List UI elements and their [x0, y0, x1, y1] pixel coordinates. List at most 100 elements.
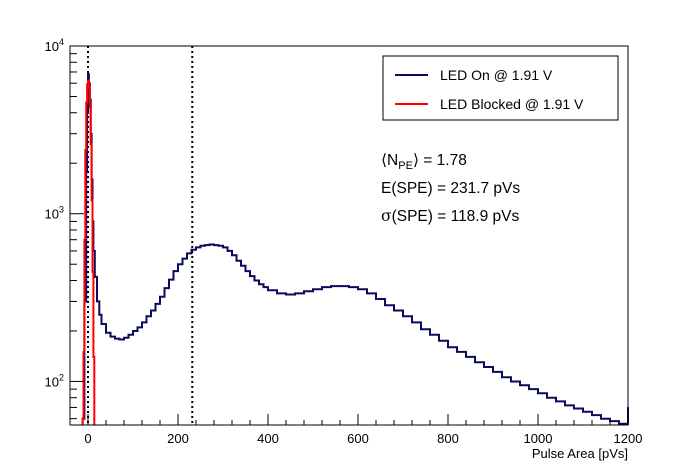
data-point-led-blocked [88, 86, 90, 88]
data-point-led-on [118, 338, 121, 341]
x-tick-label: 800 [437, 431, 459, 446]
data-point-led-on [199, 244, 202, 247]
data-point-led-on [510, 380, 512, 383]
data-point-led-blocked [91, 271, 94, 273]
data-point-led-blocked [81, 417, 84, 420]
sigma-symbol: σ [381, 207, 392, 225]
y-tick-label: 102 [45, 372, 64, 389]
data-point-led-on [312, 288, 314, 290]
data-point-led-on [420, 328, 422, 330]
data-point-led-on [123, 337, 125, 339]
data-point-led-on [330, 285, 332, 287]
data-point-led-on [348, 286, 350, 288]
data-point-led-blocked [89, 143, 92, 145]
data-point-led-on [208, 243, 211, 246]
data-point-led-on [109, 335, 112, 338]
data-point-led-on [618, 422, 620, 425]
data-point-led-on [519, 384, 521, 386]
series-line-led-on [81, 73, 629, 425]
x-tick-label: 200 [167, 431, 189, 446]
y-tick-label: 103 [45, 205, 64, 222]
data-point-led-on [240, 264, 242, 267]
data-point-led-on [357, 288, 359, 290]
data-point-led-on [411, 321, 413, 324]
data-point-led-blocked [89, 106, 91, 109]
data-point-led-on [501, 376, 503, 379]
sigma-annotation: σ(SPE) = 118.9 pVs [381, 207, 519, 225]
x-tick-label: 0 [84, 431, 91, 446]
data-point-led-on [537, 392, 539, 395]
data-point-led-blocked [87, 80, 89, 82]
data-point-led-on [249, 275, 251, 277]
x-tick-label: 600 [347, 431, 369, 446]
data-point-led-on [253, 279, 256, 282]
data-point-led-on [546, 396, 548, 399]
data-point-led-on [456, 351, 458, 353]
data-point-led-on [582, 410, 584, 413]
data-point-led-on [564, 404, 566, 407]
x-tick-label: 400 [257, 431, 279, 446]
data-point-led-on [136, 326, 139, 329]
legend-label-led-on: LED On @ 1.91 V [440, 67, 553, 83]
data-point-led-on [204, 244, 206, 246]
y-tick-label: 104 [45, 37, 64, 54]
data-point-led-on [339, 285, 341, 287]
series-group [81, 73, 629, 426]
data-point-led-on [555, 400, 557, 403]
data-point-led-on [222, 246, 224, 249]
data-point-led-on [114, 337, 116, 340]
data-point-led-on [154, 303, 157, 305]
npe-subscript: PE [398, 160, 413, 172]
data-point-led-on [262, 286, 265, 288]
data-point-led-on [429, 333, 431, 336]
data-point-led-on [438, 339, 440, 342]
plot-frame [69, 45, 629, 426]
data-point-led-on [100, 323, 103, 325]
data-point-led-on [474, 361, 476, 364]
data-point-led-on [87, 73, 89, 75]
data-point-led-on [235, 259, 238, 262]
data-point-led-blocked [86, 83, 88, 86]
x-tick-label: 1200 [614, 431, 643, 446]
data-point-led-blocked [82, 351, 85, 353]
data-point-led-on [393, 309, 395, 312]
data-point-led-blocked [90, 199, 93, 202]
data-point-led-on [213, 244, 215, 246]
x-axis: 0 200 400 600 800 1000 1200 [69, 414, 643, 446]
data-point-led-on [375, 298, 377, 300]
data-point-led-on [276, 292, 278, 295]
plot-area-border [69, 45, 629, 426]
sigma-text: (SPE) = 118.9 pVs [392, 208, 520, 225]
legend-label-led-blocked: LED Blocked @ 1.91 V [440, 96, 584, 112]
data-point-led-on [294, 292, 296, 295]
data-point-led-on [186, 252, 188, 255]
data-point-led-on [217, 244, 220, 247]
npe-annotation: ⟨NPE⟩ = 1.78 [381, 152, 467, 172]
data-point-led-on [528, 388, 530, 390]
data-point-led-on [591, 414, 593, 416]
x-tick-label: 1000 [524, 431, 553, 446]
fit-annotations: ⟨NPE⟩ = 1.78 E(SPE) = 231.7 pVs σ(SPE) =… [381, 152, 520, 225]
data-point-led-on [366, 292, 368, 295]
npe-label: ⟨N [381, 152, 398, 169]
data-point-led-on [285, 293, 287, 296]
legend: LED On @ 1.91 V LED Blocked @ 1.91 V [382, 55, 619, 121]
data-point-led-on [190, 248, 193, 251]
legend-box [382, 55, 619, 121]
data-point-led-on [483, 366, 485, 368]
data-point-led-on [267, 289, 269, 291]
y-axis: 102 103 104 [45, 37, 84, 420]
data-point-led-on [132, 330, 134, 332]
espe-annotation: E(SPE) = 231.7 pVs [381, 180, 520, 197]
data-point-led-on [168, 278, 170, 281]
x-axis-title: Pulse Area [pVs] [532, 446, 628, 461]
data-point-led-on [127, 333, 130, 336]
data-point-led-blocked [92, 356, 95, 358]
data-point-led-on [105, 332, 107, 334]
data-point-led-on [244, 270, 247, 272]
data-point-led-on [492, 371, 494, 373]
data-point-led-on [181, 257, 184, 260]
data-point-led-blocked [83, 238, 86, 241]
data-point-led-on [573, 407, 575, 410]
